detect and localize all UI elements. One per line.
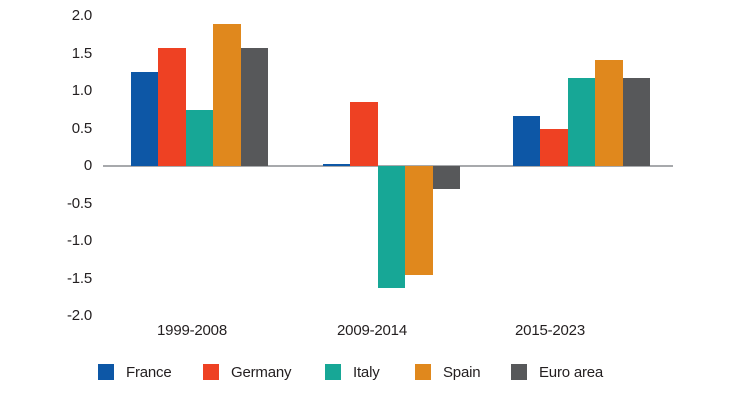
legend-label-euro-area: Euro area	[539, 363, 604, 381]
legend-label-france: France	[126, 363, 172, 381]
bar-italy-1999-2008	[185, 109, 213, 166]
y-tick-label--0.5: -0.5	[66, 194, 92, 212]
bar-euro-area-2009-2014	[432, 166, 460, 190]
bar-euro-area-2015-2023	[622, 78, 650, 166]
plot-area: 2.0 1.5 1.0 0.5 0 -0.5 -1.0 -1.5 -2.0 1999-2008 20…	[66, 7, 673, 339]
bar-france-1999-2008	[130, 72, 158, 166]
y-tick-label--2.0: -2.0	[66, 307, 92, 324]
bar-france-2015-2023	[512, 115, 540, 166]
bar-spain-2009-2014	[405, 166, 433, 275]
legend-item-euro-area: Euro area	[511, 360, 603, 384]
legend-item-france: France	[98, 360, 172, 384]
bar-spain-1999-2008	[213, 24, 241, 166]
y-tick-label-2.0: 2.0	[71, 7, 92, 24]
legend-label-germany: Germany	[231, 363, 292, 381]
y-tick-label-0: 0	[83, 157, 92, 174]
legend-item-italy: Italy	[325, 360, 380, 384]
x-axis-label-2009-2014: 2009-2014	[337, 322, 407, 339]
y-tick-label--1.5: -1.5	[66, 269, 92, 287]
legend-item-spain: Spain	[415, 360, 481, 384]
bar-euro-area-1999-2008	[240, 48, 268, 166]
legend: France Germany Italy Spain Euro area	[0, 360, 730, 384]
y-tick-label-1.0: 1.0	[71, 82, 92, 99]
legend-label-spain: Spain	[443, 363, 481, 381]
bar-italy-2015-2023	[567, 78, 595, 166]
legend-item-germany: Germany	[203, 360, 291, 384]
bar-spain-2015-2023	[595, 60, 623, 166]
legend-swatch-germany	[203, 364, 219, 380]
x-axis-label-2015-2023: 2015-2023	[515, 322, 585, 339]
bar-germany-2009-2014	[350, 101, 378, 166]
bar-germany-1999-2008	[158, 48, 186, 166]
y-tick-label-0.5: 0.5	[71, 119, 92, 137]
legend-swatch-france	[98, 364, 114, 380]
legend-swatch-spain	[415, 364, 431, 380]
bar-italy-2009-2014	[377, 166, 405, 289]
y-tick-label-1.5: 1.5	[71, 44, 92, 62]
legend-swatch-italy	[325, 364, 341, 380]
legend-label-italy: Italy	[353, 363, 380, 381]
y-tick-label--1.0: -1.0	[66, 232, 92, 249]
x-axis-label-1999-2008: 1999-2008	[157, 322, 227, 339]
legend-swatch-euro-area	[511, 364, 527, 380]
bar-germany-2015-2023	[540, 128, 568, 166]
bar-france-2009-2014	[322, 163, 350, 166]
